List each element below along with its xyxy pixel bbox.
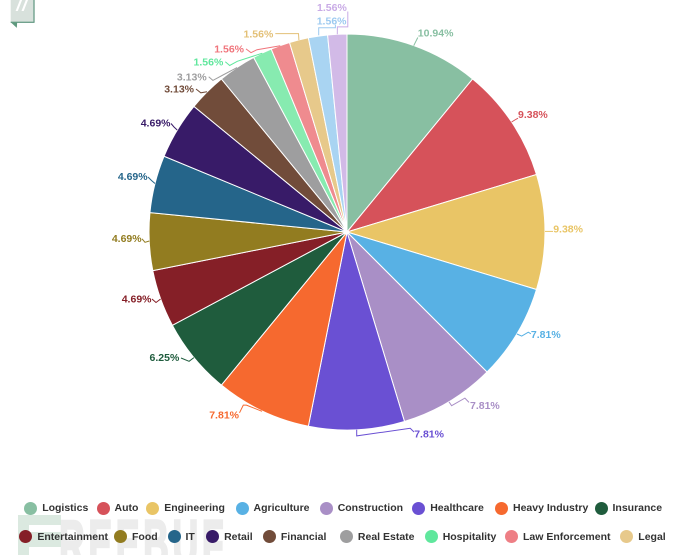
svg-text:1.56%: 1.56%: [317, 2, 347, 14]
svg-text:1.56%: 1.56%: [317, 15, 347, 27]
svg-text:4.69%: 4.69%: [118, 171, 148, 183]
svg-text:7.81%: 7.81%: [470, 400, 500, 412]
svg-text:1.56%: 1.56%: [214, 44, 244, 56]
svg-text:7.81%: 7.81%: [209, 410, 239, 422]
svg-text:1.56%: 1.56%: [244, 28, 274, 40]
svg-text:4.69%: 4.69%: [141, 118, 171, 130]
svg-text:10.94%: 10.94%: [418, 28, 454, 40]
svg-text:1.56%: 1.56%: [194, 56, 224, 68]
svg-text:4.69%: 4.69%: [112, 233, 142, 245]
svg-text:3.13%: 3.13%: [164, 84, 194, 96]
svg-text:3.13%: 3.13%: [177, 71, 207, 83]
svg-text:6.25%: 6.25%: [150, 352, 180, 364]
svg-text:4.69%: 4.69%: [122, 293, 152, 305]
svg-text:9.38%: 9.38%: [518, 109, 548, 121]
svg-text:7.81%: 7.81%: [531, 329, 561, 341]
svg-text:7.81%: 7.81%: [414, 429, 444, 441]
svg-text:9.38%: 9.38%: [553, 223, 583, 235]
